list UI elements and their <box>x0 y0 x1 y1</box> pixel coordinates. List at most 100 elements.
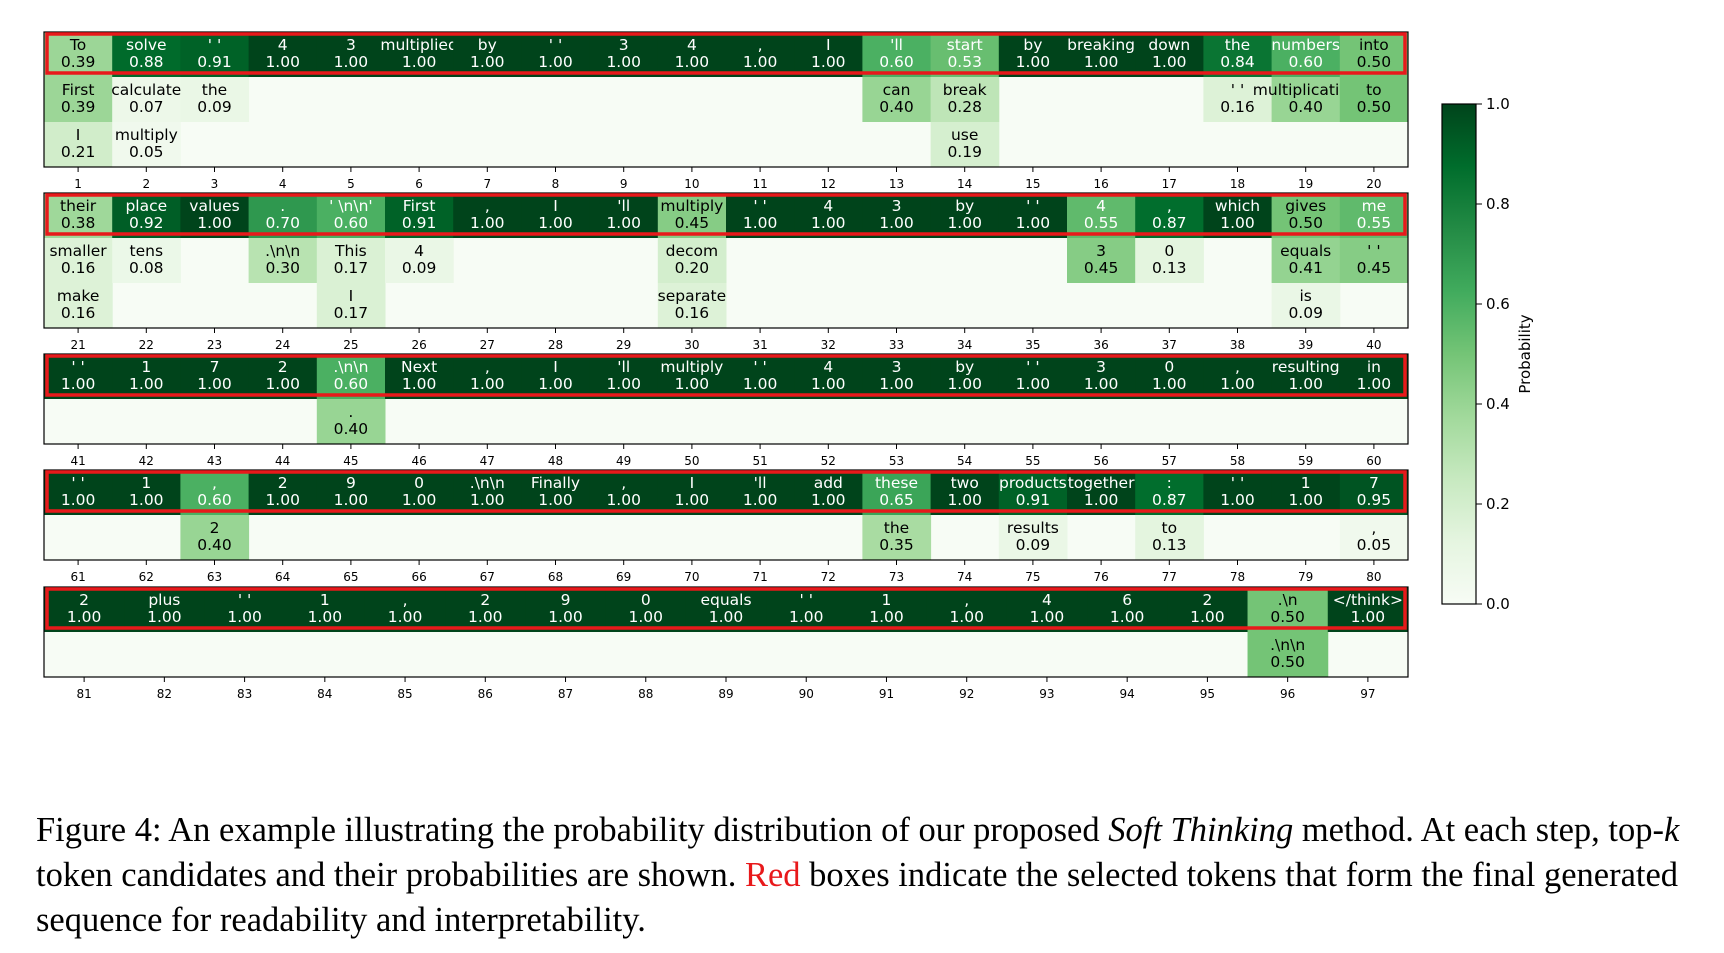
token-label: ' ' <box>549 36 562 54</box>
token-label: 3 <box>346 36 356 54</box>
token-probability: 1.00 <box>308 608 343 626</box>
token-probability: 1.00 <box>334 53 369 71</box>
x-tick-label: 22 <box>139 338 154 352</box>
x-tick-label: 4 <box>279 177 287 191</box>
x-tick-label: 24 <box>275 338 290 352</box>
token-label: , <box>212 474 217 492</box>
token-probability: 0.41 <box>1288 259 1323 277</box>
token-cell <box>1135 238 1204 283</box>
token-probability: 0.19 <box>947 143 982 161</box>
token-cell <box>316 354 386 399</box>
token-probability: 1.00 <box>879 375 914 393</box>
token-probability: 0.50 <box>1357 98 1392 116</box>
token-label: . <box>280 197 285 215</box>
x-tick-label: 59 <box>1298 454 1313 468</box>
x-tick-label: 43 <box>207 454 222 468</box>
token-cell <box>589 32 659 77</box>
x-tick-label: 37 <box>1162 338 1177 352</box>
caption-text-3: token candidates and their probabilities… <box>36 856 745 894</box>
token-probability: 1.00 <box>869 608 904 626</box>
token-cell <box>657 193 727 238</box>
token-cell <box>1339 32 1409 77</box>
x-tick-label: 62 <box>139 570 154 584</box>
x-tick-label: 12 <box>821 177 836 191</box>
token-probability: 1.00 <box>67 608 102 626</box>
x-tick-label: 13 <box>889 177 904 191</box>
token-cell <box>112 122 181 167</box>
token-label: I <box>826 36 831 54</box>
token-probability: 1.00 <box>1152 53 1187 71</box>
token-probability: 1.00 <box>1357 375 1392 393</box>
x-tick-label: 90 <box>799 687 814 701</box>
token-label: 'll <box>890 36 903 54</box>
token-label: This <box>334 242 367 260</box>
x-tick-label: 14 <box>957 177 972 191</box>
token-label: , <box>1371 519 1376 537</box>
token-cell <box>1203 77 1273 122</box>
x-tick-label: 16 <box>1093 177 1108 191</box>
x-tick-label: 38 <box>1230 338 1245 352</box>
token-cell <box>589 470 659 515</box>
token-probability: 0.55 <box>1357 214 1392 232</box>
figure-caption: Figure 4: An example illustrating the pr… <box>36 808 1716 943</box>
x-tick-label: 63 <box>207 570 222 584</box>
token-label: values <box>189 197 239 215</box>
token-probability: 0.65 <box>879 491 914 509</box>
selected-tokens-box <box>45 193 1407 236</box>
token-cell <box>180 77 250 122</box>
token-label: two <box>951 474 979 492</box>
token-label: multiplication <box>1253 81 1359 99</box>
token-cell <box>521 193 591 238</box>
x-tick-label: 55 <box>1025 454 1040 468</box>
token-probability: 1.00 <box>1016 214 1051 232</box>
token-cell <box>1271 470 1341 515</box>
token-probability: 1.00 <box>1110 608 1145 626</box>
token-cell <box>112 77 181 122</box>
token-label: , <box>964 591 969 609</box>
token-label: ' ' <box>1231 474 1244 492</box>
token-label: resulting <box>1272 358 1340 376</box>
x-tick-label: 36 <box>1093 338 1108 352</box>
token-label: I <box>553 358 558 376</box>
x-tick-label: 58 <box>1230 454 1245 468</box>
token-probability: 0.55 <box>1084 214 1119 232</box>
token-label: products <box>999 474 1067 492</box>
token-label: 2 <box>210 519 220 537</box>
token-probability: 0.38 <box>61 214 96 232</box>
x-tick-label: 8 <box>552 177 560 191</box>
probability-heatmap-figure: To0.39First0.39I0.211solve0.88calculate0… <box>43 31 1534 701</box>
token-probability: 0.87 <box>1152 491 1187 509</box>
x-tick-label: 46 <box>411 454 426 468</box>
token-probability: 1.00 <box>675 53 710 71</box>
token-probability: 0.09 <box>402 259 437 277</box>
x-tick-label: 39 <box>1298 338 1313 352</box>
x-tick-label: 34 <box>957 338 972 352</box>
token-label: add <box>814 474 843 492</box>
token-label: equals <box>700 591 751 609</box>
token-cell <box>248 238 318 283</box>
token-cell <box>521 354 591 399</box>
x-tick-label: 65 <box>343 570 358 584</box>
token-probability: 0.09 <box>1016 536 1051 554</box>
token-probability: 0.60 <box>197 491 232 509</box>
token-cell <box>657 470 727 515</box>
token-cell <box>930 193 1000 238</box>
x-tick-label: 2 <box>142 177 150 191</box>
token-label: 4 <box>1042 591 1052 609</box>
token-probability: 0.40 <box>879 98 914 116</box>
token-probability: 1.00 <box>538 53 573 71</box>
token-probability: 0.60 <box>334 214 369 232</box>
token-cell <box>1135 193 1204 238</box>
x-tick-label: 6 <box>415 177 423 191</box>
token-probability: 0.40 <box>334 420 369 438</box>
token-label: use <box>951 126 978 144</box>
token-probability: 0.17 <box>334 304 369 322</box>
token-probability: 1.00 <box>470 53 505 71</box>
colorbar-gradient <box>1441 103 1477 605</box>
token-label: 2 <box>79 591 89 609</box>
token-probability: 0.30 <box>265 259 300 277</box>
token-label: I <box>690 474 695 492</box>
token-cell <box>930 122 1000 167</box>
token-probability: 0.60 <box>879 53 914 71</box>
x-tick-label: 21 <box>70 338 85 352</box>
